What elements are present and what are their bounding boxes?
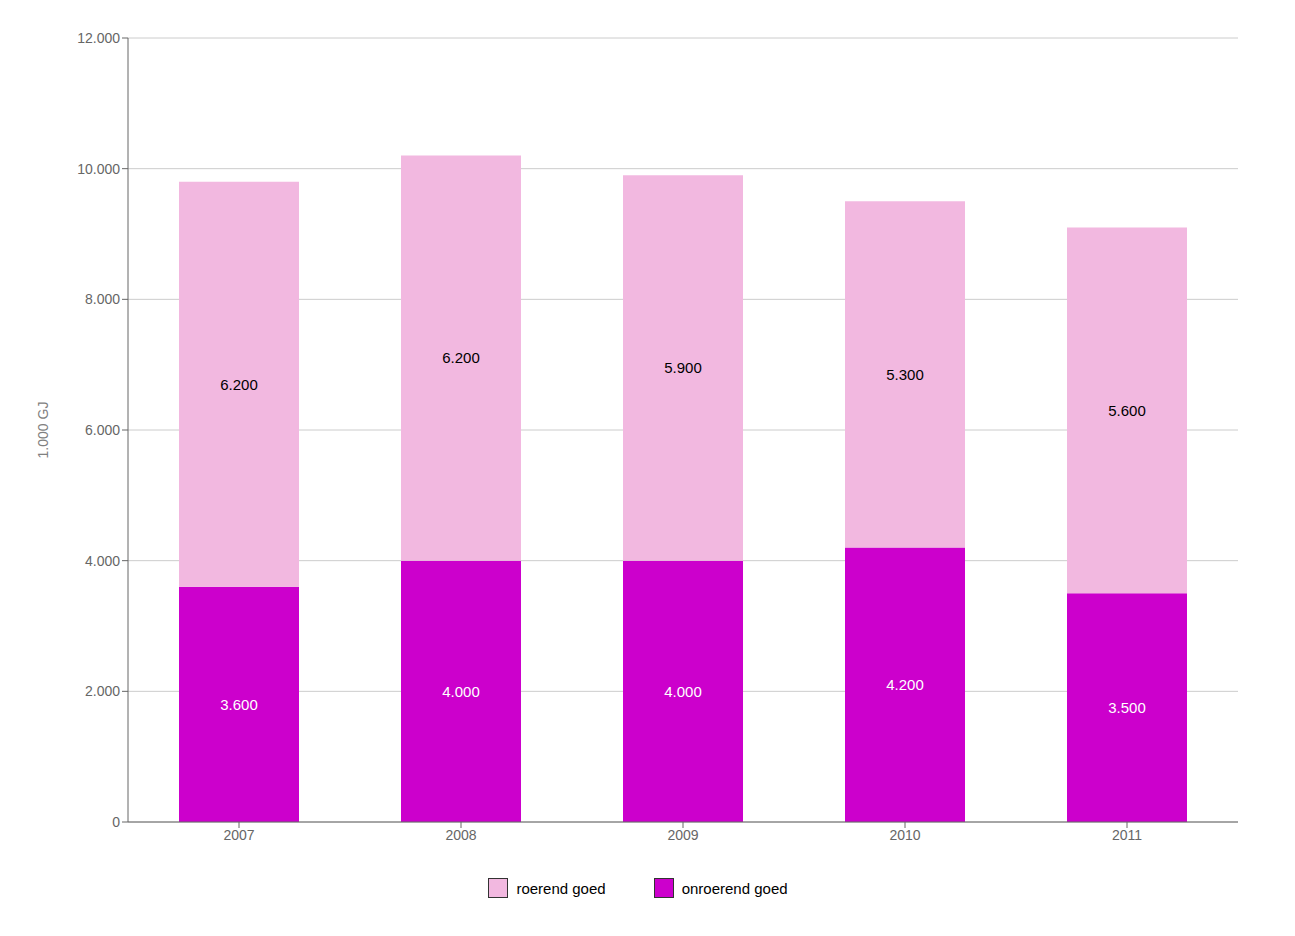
svg-text:10.000: 10.000: [77, 161, 120, 177]
svg-text:2008: 2008: [445, 827, 476, 843]
html-text:onroerend goed: onroerend goed: [681, 879, 788, 897]
svg-text:4.000: 4.000: [664, 683, 702, 700]
svg-text:6.200: 6.200: [442, 349, 480, 366]
svg-text:12.000: 12.000: [77, 30, 120, 46]
svg-text:2011: 2011: [1112, 827, 1142, 843]
svg-text:5.900: 5.900: [664, 359, 702, 376]
svg-text:4.000: 4.000: [442, 683, 480, 700]
svg-text:3.600: 3.600: [220, 696, 258, 713]
svg-text:0: 0: [112, 814, 120, 830]
svg-text:1.000 GJ: 1.000 GJ: [35, 402, 51, 459]
svg-text:3.500: 3.500: [1108, 699, 1146, 716]
svg-text:2010: 2010: [889, 827, 920, 843]
svg-text:6.000: 6.000: [85, 422, 120, 438]
svg-text:2.000: 2.000: [85, 683, 120, 699]
html-text:roerend goed: roerend goed: [516, 879, 606, 897]
svg-text:4.000: 4.000: [85, 553, 120, 569]
svg-text:5.300: 5.300: [886, 366, 924, 383]
svg-text:2009: 2009: [667, 827, 698, 843]
svg-text:8.000: 8.000: [85, 291, 120, 307]
svg-text:2007: 2007: [223, 827, 254, 843]
svg-text:4.200: 4.200: [886, 676, 924, 693]
svg-text:5.600: 5.600: [1108, 402, 1146, 419]
svg-text:6.200: 6.200: [220, 376, 258, 393]
